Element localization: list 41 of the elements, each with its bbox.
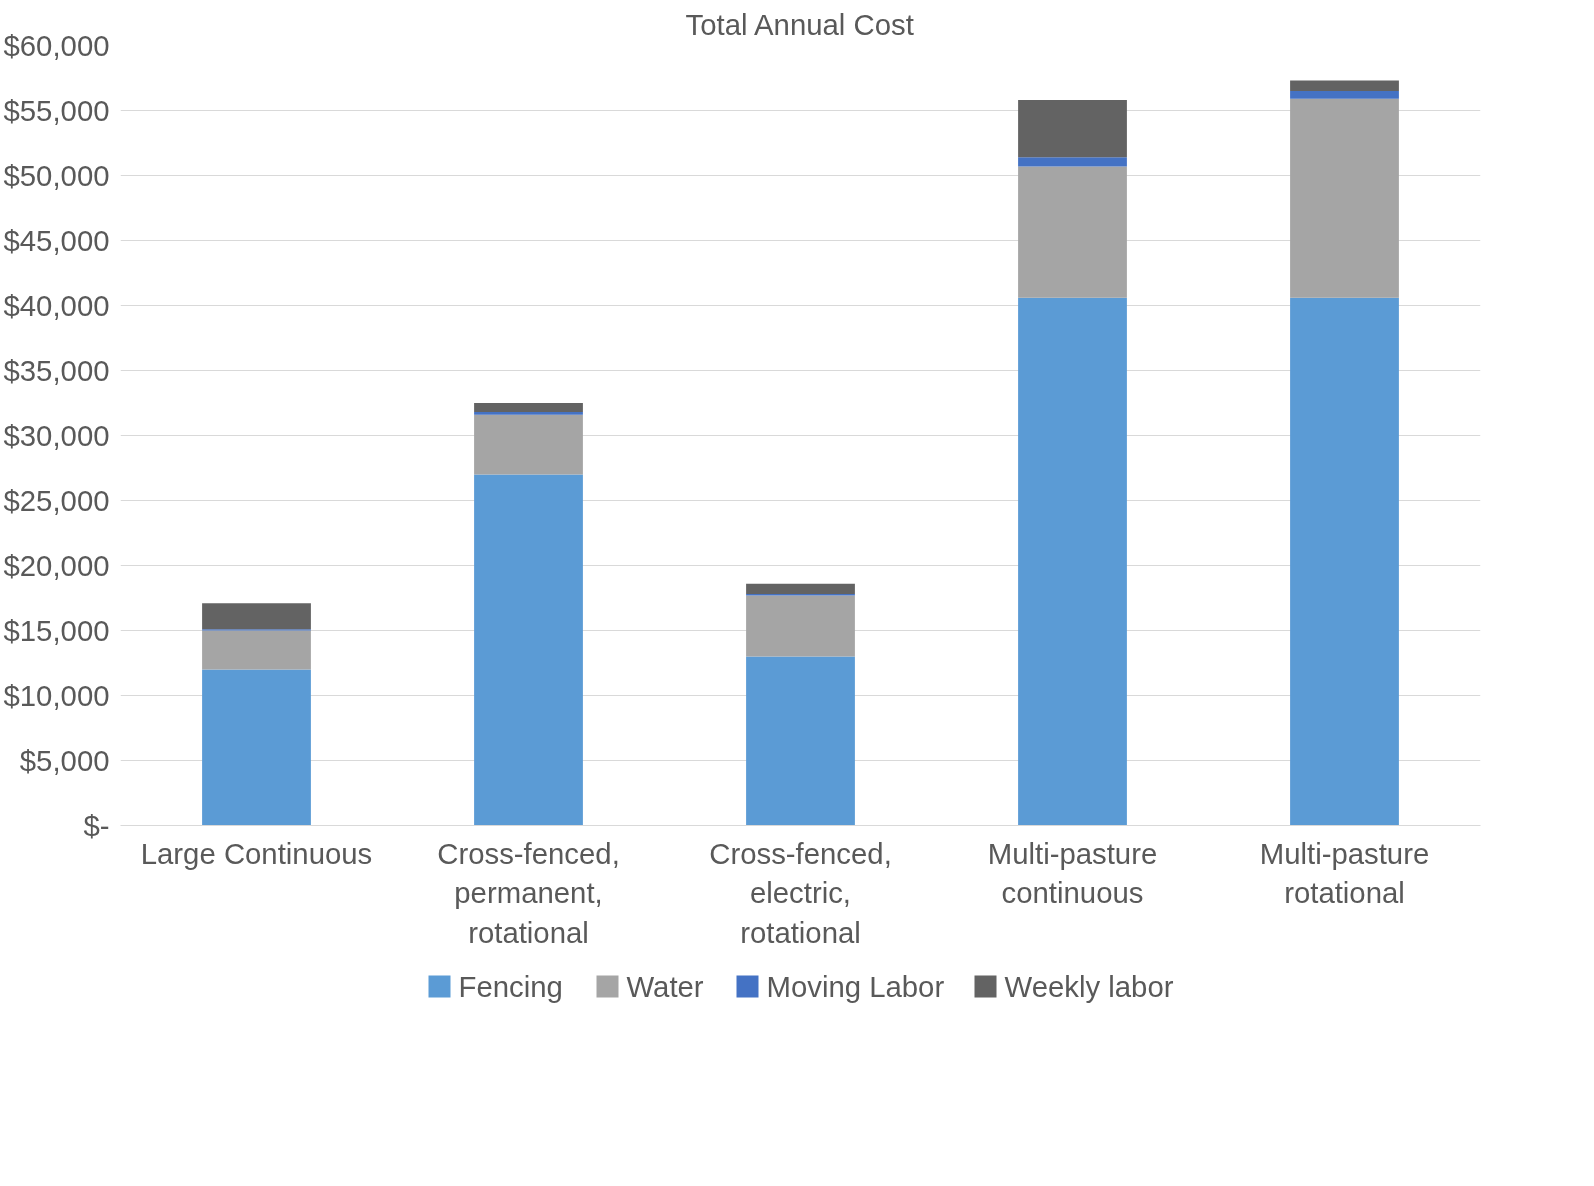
x-tick-label: Cross-fenced, electric, rotational [709,836,892,949]
y-tick-label: $55,000 [3,94,110,127]
bar [474,403,583,413]
bar [202,603,311,630]
bar [474,474,583,826]
y-tick-label: $40,000 [3,289,110,322]
x-tick-label: Cross-fenced, permanent, rotational [437,836,620,949]
x-tick-label: Large Continuous [140,836,373,870]
bar [202,669,311,826]
y-tick-label: $35,000 [3,354,110,387]
y-tick-label: $45,000 [3,224,110,257]
bar [202,630,311,670]
legend-label: Fencing [458,970,563,1003]
y-tick-label: $10,000 [3,679,110,712]
bar [746,656,855,826]
bar [1290,91,1399,99]
y-tick-label: $15,000 [3,614,110,647]
legend-label: Moving Labor [766,970,945,1003]
bar [1018,157,1127,167]
y-tick-label: $20,000 [3,549,110,582]
bar [746,583,855,595]
y-tick-label: $25,000 [3,484,110,517]
x-tick-label: Multi-pasture continuous [987,836,1158,910]
legend-label: Weekly labor [1004,970,1174,1003]
bar [1018,100,1127,158]
x-tick-label: Multi-pasture rotational [1259,836,1430,910]
bar [1018,166,1127,298]
y-tick-label: $5,000 [19,744,110,777]
y-tick-label: $- [83,809,110,842]
bar [474,414,583,475]
bar [746,595,855,657]
bar [474,412,583,415]
bar [1290,297,1399,826]
bar [1290,98,1399,298]
bar [1290,80,1399,91]
y-tick-label: $60,000 [3,29,110,62]
chart-title: Total Annual Cost [685,7,914,41]
y-tick-label: $30,000 [3,419,110,452]
bar [1018,297,1127,826]
y-tick-label: $50,000 [3,159,110,192]
legend-label: Water [626,970,704,1003]
